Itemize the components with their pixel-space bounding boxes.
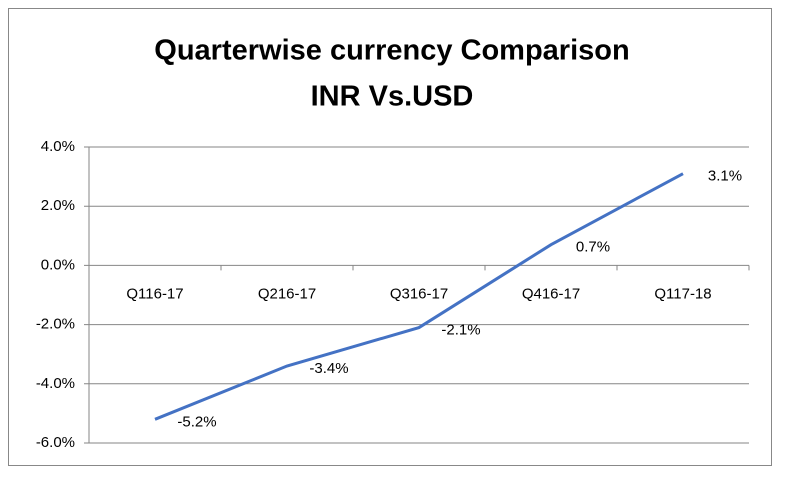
x-tick-label: Q316-17 [390,285,448,302]
chart-frame [8,8,772,466]
data-label: 0.7% [576,239,610,256]
data-label: -3.4% [309,360,348,377]
x-tick-label: Q416-17 [522,285,580,302]
data-label: -2.1% [441,322,480,339]
y-tick-label: 2.0% [41,197,75,214]
x-tick-label: Q216-17 [258,285,316,302]
y-tick-label: -2.0% [36,316,75,333]
data-label: -5.2% [177,413,216,430]
y-tick-label: 0.0% [41,256,75,273]
x-tick-label: Q117-18 [654,285,711,302]
y-tick-label: -4.0% [36,375,75,392]
data-label: 3.1% [708,168,742,185]
y-tick-label: 4.0% [41,138,75,155]
y-tick-label: -6.0% [36,434,75,451]
chart-title: Quarterwise currency Comparison [154,35,629,67]
line [154,172,684,421]
chart-title: INR Vs.USD [311,81,474,113]
x-tick-label: Q116-17 [126,285,183,302]
